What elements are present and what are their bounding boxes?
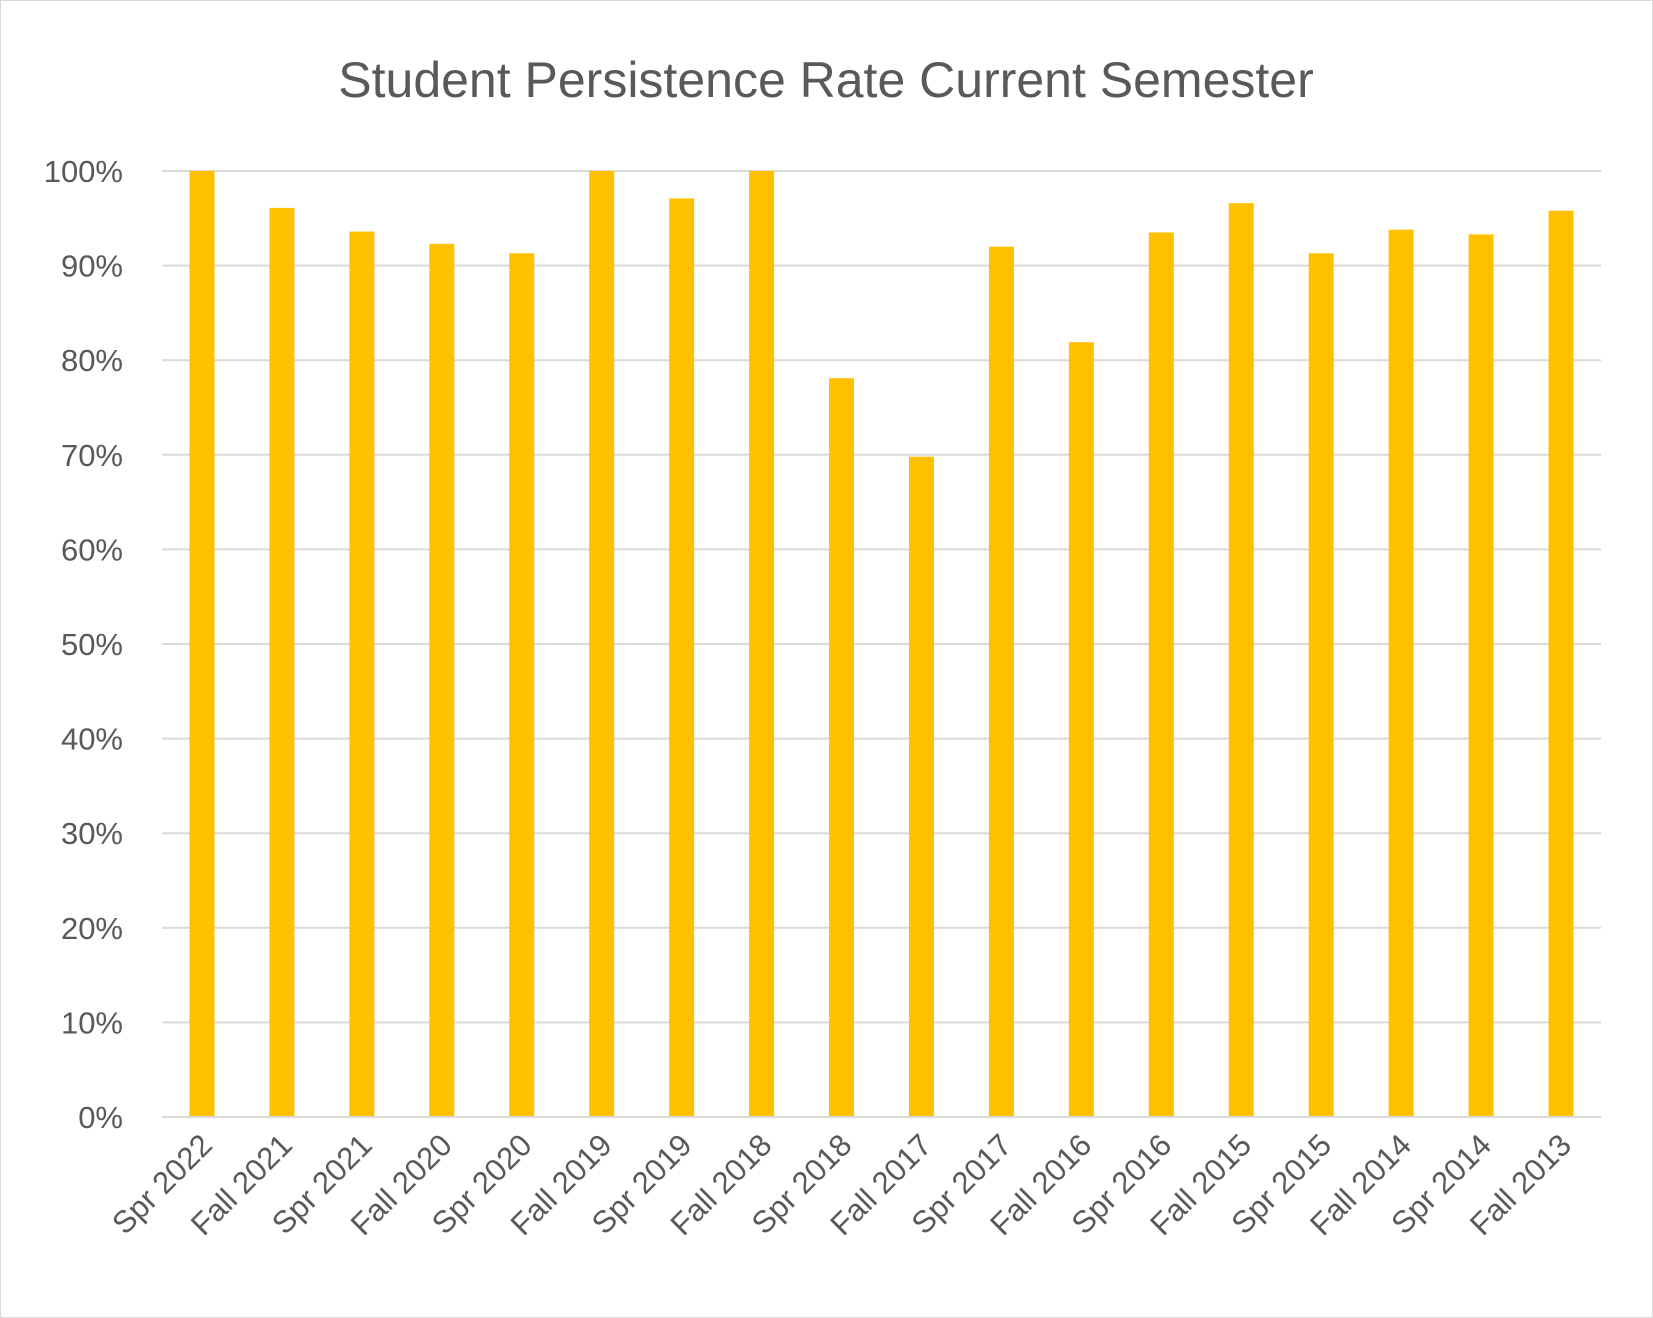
bar (509, 253, 535, 1117)
bar (988, 246, 1014, 1117)
bar (1388, 229, 1414, 1118)
bar (1228, 203, 1254, 1117)
y-tick-label: 0% (78, 1100, 123, 1135)
bar (1308, 253, 1334, 1117)
y-tick-label: 80% (61, 343, 123, 378)
bar (1068, 342, 1094, 1117)
bar (349, 231, 375, 1117)
bar (1468, 234, 1494, 1117)
y-tick-label: 90% (61, 249, 123, 284)
bar (429, 243, 455, 1118)
y-tick-label: 70% (61, 438, 123, 473)
y-tick-label: 30% (61, 816, 123, 851)
bar (269, 207, 295, 1118)
bar (589, 171, 615, 1117)
gridlines (162, 170, 1601, 1024)
y-tick-label: 50% (61, 627, 123, 662)
bar (749, 171, 775, 1117)
bars (189, 171, 1574, 1118)
y-tick-label: 10% (61, 1005, 123, 1040)
bar (908, 456, 934, 1117)
bar (1548, 210, 1574, 1117)
bar (1148, 232, 1174, 1118)
y-tick-label: 60% (61, 532, 123, 567)
y-tick-label: 20% (61, 911, 123, 946)
y-tick-label: 40% (61, 722, 123, 757)
bar (189, 171, 215, 1117)
bar (829, 378, 855, 1117)
y-axis-ticks: 0% 10% 20% 30% 40% 50% 60% 70% 80% 90% 100% (44, 154, 123, 1135)
chart-title: Student Persistence Rate Current Semeste… (338, 52, 1313, 108)
bar (669, 198, 695, 1117)
y-tick-label: 100% (44, 154, 123, 189)
